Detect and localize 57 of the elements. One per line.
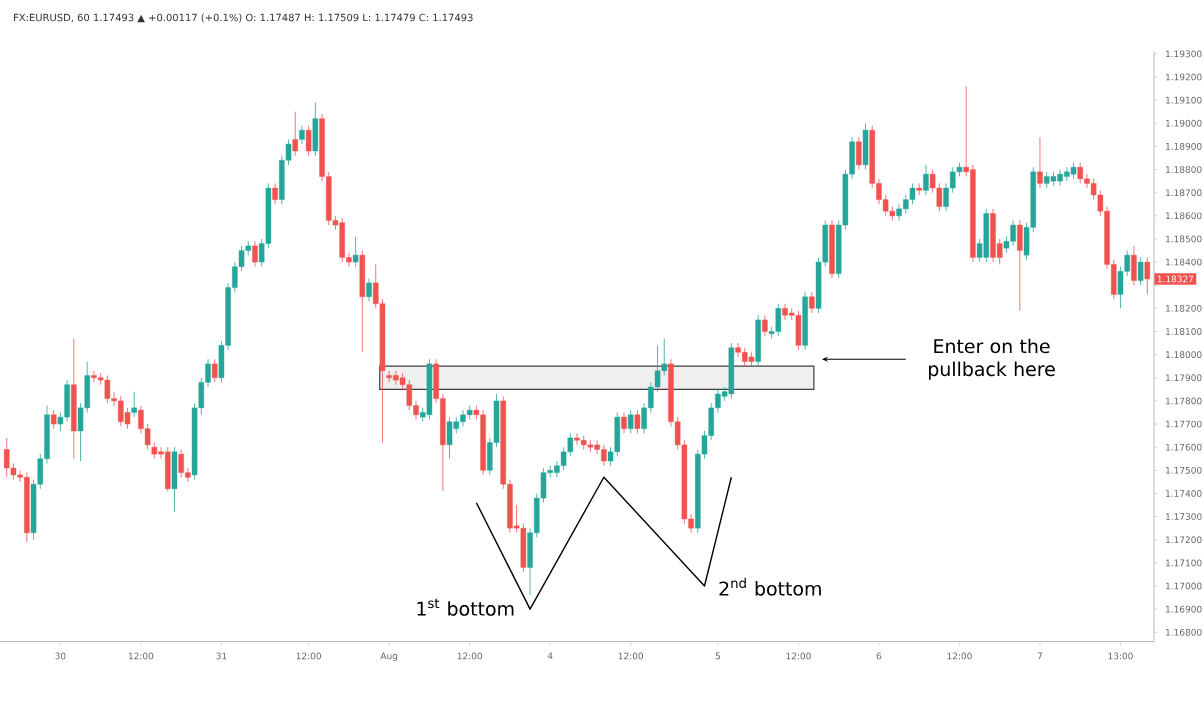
annotation: Enter on the pullback here (929, 338, 1055, 380)
candlestick (292, 111, 298, 157)
candlestick (1017, 220, 1023, 312)
candlestick (339, 217, 345, 263)
candlestick (896, 203, 902, 221)
candlestick (775, 303, 782, 337)
candlestick (211, 358, 218, 383)
candlestick (165, 446, 171, 492)
candlestick (742, 347, 748, 367)
candlestick (601, 444, 607, 467)
candlestick (1131, 245, 1137, 286)
candlestick (627, 409, 634, 434)
candlestick (1010, 220, 1016, 247)
candlestick (352, 236, 359, 268)
candlestick (64, 379, 70, 423)
candlestick (104, 375, 111, 404)
candlestick (131, 391, 137, 418)
candlestick (923, 164, 929, 196)
candlestick (621, 412, 627, 434)
candlestick (460, 409, 466, 427)
candlestick (634, 409, 641, 434)
candlestick (71, 338, 77, 460)
candlestick (782, 303, 788, 321)
candlestick (393, 370, 399, 386)
candlestick (809, 291, 815, 314)
candlestick (1037, 136, 1043, 189)
candlestick (272, 183, 278, 205)
candlestick (118, 395, 124, 427)
candlestick (359, 250, 366, 353)
candlestick (909, 183, 916, 205)
candlestick (795, 310, 802, 351)
candlestick (366, 277, 372, 302)
candlestick (735, 342, 741, 358)
candlestick (171, 446, 178, 513)
candlestick (312, 102, 319, 157)
candlestick (252, 240, 258, 268)
candlestick (1057, 169, 1063, 187)
candlestick (983, 208, 990, 263)
candlestick (406, 379, 413, 411)
candlestick (446, 416, 453, 460)
candlestick (862, 122, 869, 170)
candlestick (305, 125, 312, 157)
candlestick (299, 125, 305, 145)
candlestick (91, 370, 97, 383)
candlestick (755, 314, 761, 367)
candlestick (990, 208, 996, 263)
candlestick (728, 342, 735, 399)
candlestick (574, 432, 580, 446)
candlestick (762, 314, 768, 337)
annotation: 2$^{nd}$ bottom (719, 577, 821, 596)
candlestick (3, 437, 10, 478)
candlestick (50, 409, 57, 430)
candlestick (856, 136, 862, 170)
candlestick (1137, 257, 1144, 286)
annotation: 1$^{st}$ bottom (417, 598, 514, 616)
candlestick (178, 449, 184, 478)
candlestick (1077, 162, 1083, 184)
